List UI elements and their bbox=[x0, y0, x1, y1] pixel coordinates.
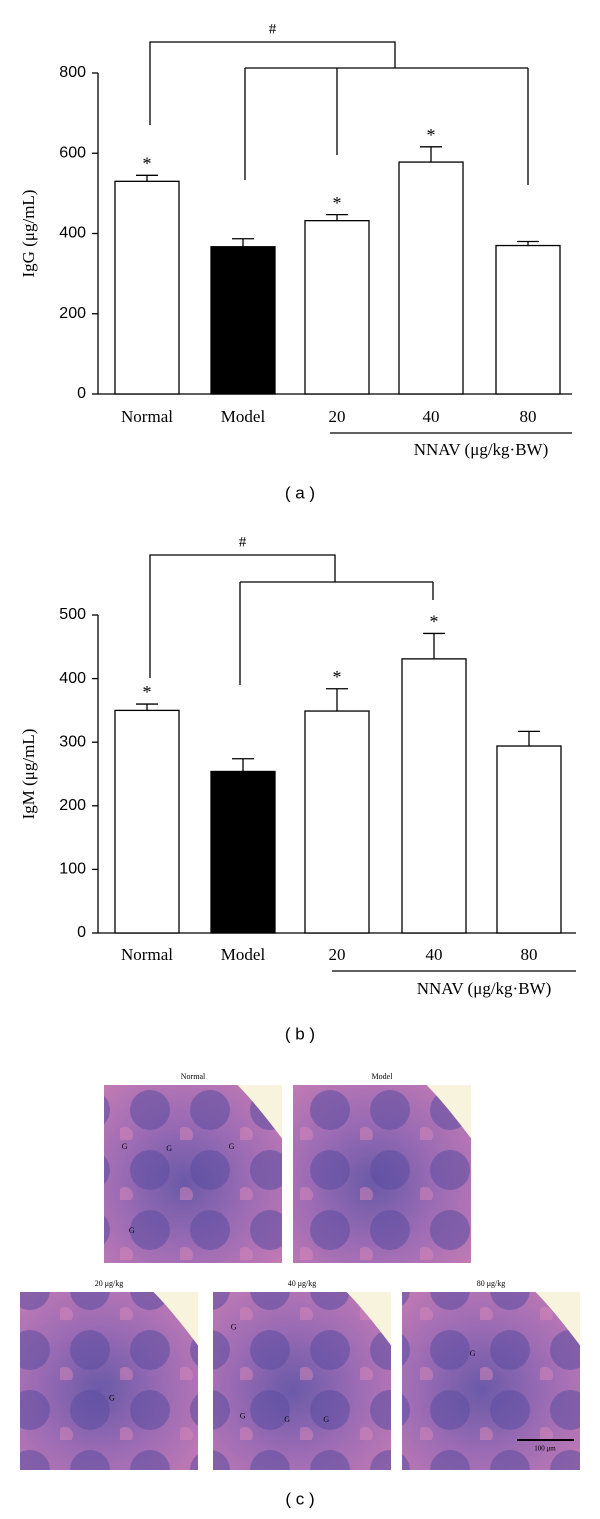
x-tick-label: 40 bbox=[426, 945, 443, 964]
y-tick-label: 100 bbox=[59, 861, 86, 878]
image-title: 20 μg/kg bbox=[95, 1279, 124, 1288]
x-tick-label: Normal bbox=[121, 407, 173, 426]
bar bbox=[401, 658, 467, 934]
region-label: G bbox=[129, 1226, 135, 1235]
y-tick-label: 800 bbox=[59, 64, 86, 81]
micrograph-edge bbox=[346, 1292, 391, 1346]
x-tick-label: 40 bbox=[423, 407, 440, 426]
image-title: 40 μg/kg bbox=[288, 1279, 317, 1288]
bracket-label: # bbox=[239, 534, 247, 550]
significance-mark: * bbox=[333, 193, 342, 213]
y-tick-label: 500 bbox=[59, 606, 86, 623]
micrograph-edge bbox=[237, 1085, 282, 1139]
bar bbox=[496, 745, 562, 934]
bar bbox=[210, 770, 276, 934]
x-tick-label: Normal bbox=[121, 945, 173, 964]
micrograph-edge bbox=[535, 1292, 580, 1346]
region-label: G bbox=[470, 1349, 476, 1358]
group-label: NNAV (μg/kg·BW) bbox=[414, 440, 549, 459]
region-label: G bbox=[122, 1142, 128, 1151]
panel-caption: ( c ) bbox=[285, 1489, 314, 1508]
bar bbox=[114, 180, 180, 395]
bar bbox=[495, 244, 561, 395]
scale-bar-label: 100 μm bbox=[534, 1445, 556, 1453]
micrograph-texture bbox=[20, 1292, 198, 1470]
image-title: Model bbox=[372, 1072, 394, 1081]
micrograph-edge bbox=[153, 1292, 198, 1346]
region-label: G bbox=[109, 1394, 115, 1403]
bar bbox=[398, 161, 464, 395]
region-label: G bbox=[166, 1144, 172, 1153]
image-title: 80 μg/kg bbox=[477, 1279, 506, 1288]
region-label: G bbox=[323, 1415, 329, 1424]
bar bbox=[210, 246, 276, 395]
region-label: G bbox=[284, 1415, 290, 1424]
x-tick-label: 20 bbox=[329, 407, 346, 426]
significance-mark: * bbox=[143, 682, 152, 702]
y-axis-label: IgG (μg/mL) bbox=[19, 190, 38, 278]
x-tick-label: 80 bbox=[521, 945, 538, 964]
image-title: Normal bbox=[181, 1072, 206, 1081]
y-tick-label: 0 bbox=[77, 924, 86, 941]
region-label: G bbox=[229, 1142, 235, 1151]
micrograph-texture bbox=[104, 1085, 282, 1263]
x-tick-label: 20 bbox=[329, 945, 346, 964]
y-tick-label: 200 bbox=[59, 305, 86, 322]
y-tick-label: 200 bbox=[59, 797, 86, 814]
bracket bbox=[149, 554, 336, 678]
x-tick-label: Model bbox=[221, 407, 266, 426]
significance-mark: * bbox=[430, 612, 439, 632]
significance-mark: * bbox=[427, 125, 436, 145]
y-tick-label: 0 bbox=[77, 385, 86, 402]
significance-mark: * bbox=[143, 153, 152, 173]
panel-caption: ( b ) bbox=[285, 1024, 315, 1043]
x-tick-label: 80 bbox=[520, 407, 537, 426]
significance-mark: * bbox=[333, 667, 342, 687]
y-tick-label: 400 bbox=[59, 225, 86, 242]
group-label: NNAV (μg/kg·BW) bbox=[417, 979, 552, 998]
y-tick-label: 600 bbox=[59, 144, 86, 161]
micrograph-texture bbox=[293, 1085, 471, 1263]
y-axis-label: IgM (μg/mL) bbox=[19, 729, 38, 820]
region-label: G bbox=[231, 1322, 237, 1331]
micrograph-edge bbox=[426, 1085, 471, 1139]
x-tick-label: Model bbox=[221, 945, 266, 964]
micrograph-texture bbox=[213, 1292, 391, 1470]
bar bbox=[304, 710, 370, 934]
bracket bbox=[149, 41, 396, 125]
bracket-label: # bbox=[269, 21, 277, 37]
panel-caption: ( a ) bbox=[285, 483, 315, 502]
micrograph-texture bbox=[402, 1292, 580, 1470]
y-tick-label: 300 bbox=[59, 733, 86, 750]
bar bbox=[114, 709, 180, 934]
bar bbox=[304, 220, 370, 395]
y-tick-label: 400 bbox=[59, 670, 86, 687]
region-label: G bbox=[240, 1411, 246, 1420]
